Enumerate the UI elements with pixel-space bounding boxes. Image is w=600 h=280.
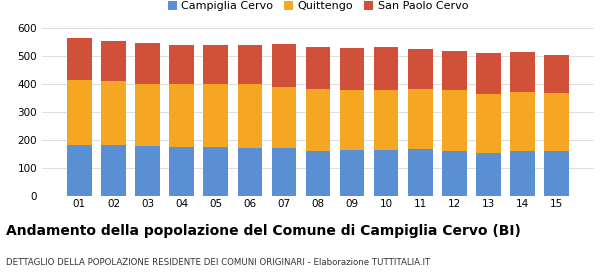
Bar <box>340 48 364 90</box>
Bar <box>101 81 126 145</box>
Bar <box>306 151 330 196</box>
Text: DETTAGLIO DELLA POPOLAZIONE RESIDENTE DEI COMUNI ORIGINARI - Elaborazione TUTTIT: DETTAGLIO DELLA POPOLAZIONE RESIDENTE DE… <box>6 258 430 267</box>
Bar <box>476 153 501 196</box>
Bar <box>408 89 433 149</box>
Bar <box>306 47 330 89</box>
Bar <box>408 149 433 196</box>
Bar <box>340 90 364 150</box>
Bar <box>510 151 535 196</box>
Bar <box>442 90 467 151</box>
Bar <box>510 92 535 151</box>
Bar <box>442 51 467 90</box>
Bar <box>476 94 501 153</box>
Bar <box>67 145 92 196</box>
Bar <box>101 145 126 196</box>
Bar <box>272 44 296 87</box>
Bar <box>544 55 569 93</box>
Bar <box>203 84 228 147</box>
Bar <box>374 47 398 90</box>
Bar <box>340 150 364 196</box>
Bar <box>306 89 330 151</box>
Bar <box>67 80 92 145</box>
Bar <box>238 148 262 196</box>
Bar <box>374 150 398 196</box>
Bar <box>408 49 433 89</box>
Bar <box>135 146 160 196</box>
Bar <box>510 52 535 92</box>
Bar <box>169 45 194 84</box>
Bar <box>374 90 398 150</box>
Bar <box>203 147 228 196</box>
Bar <box>476 53 501 94</box>
Bar <box>544 93 569 151</box>
Bar <box>442 151 467 196</box>
Legend: Campiglia Cervo, Quittengo, San Paolo Cervo: Campiglia Cervo, Quittengo, San Paolo Ce… <box>163 0 473 16</box>
Bar <box>238 84 262 148</box>
Bar <box>169 84 194 147</box>
Bar <box>272 148 296 196</box>
Bar <box>135 84 160 146</box>
Text: Andamento della popolazione del Comune di Campiglia Cervo (BI): Andamento della popolazione del Comune d… <box>6 224 521 238</box>
Bar <box>272 87 296 148</box>
Bar <box>544 151 569 196</box>
Bar <box>169 147 194 196</box>
Bar <box>101 41 126 81</box>
Bar <box>203 45 228 84</box>
Bar <box>67 38 92 80</box>
Bar <box>135 43 160 84</box>
Bar <box>238 45 262 84</box>
